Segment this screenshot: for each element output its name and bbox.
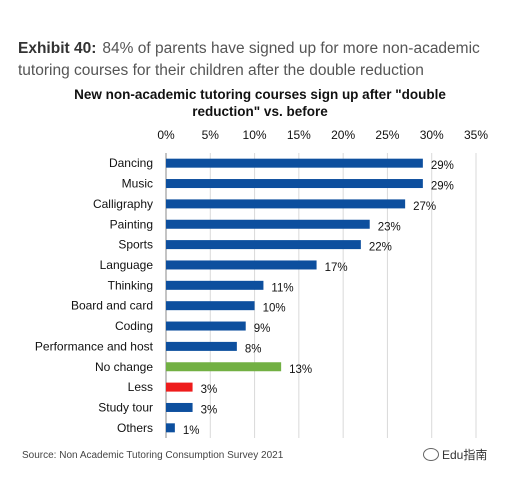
category-label: No change: [95, 360, 153, 374]
bar: [166, 260, 317, 270]
category-label: Language: [100, 258, 154, 272]
x-tick-label: 15%: [287, 128, 311, 142]
x-tick-label: 0%: [157, 128, 175, 142]
category-label: Less: [128, 380, 153, 394]
bar: [166, 402, 193, 412]
exhibit-label: Exhibit 40:: [18, 40, 97, 57]
exhibit-text: 84% of parents have signed up for more n…: [18, 40, 480, 79]
data-label: 22%: [369, 242, 392, 254]
x-tick-label: 10%: [243, 128, 267, 142]
exhibit-caption: Exhibit 40: 84% of parents have signed up…: [18, 38, 498, 82]
bar: [166, 158, 423, 168]
bar: [166, 382, 193, 392]
data-label: 3%: [201, 384, 218, 396]
x-tick-label: 20%: [331, 128, 355, 142]
data-label: 10%: [263, 303, 286, 315]
category-label: Thinking: [108, 278, 153, 292]
bar: [166, 199, 406, 209]
category-label: Others: [117, 421, 153, 435]
watermark-text: Edu指南: [442, 448, 488, 462]
bar: [166, 423, 175, 433]
data-label: 8%: [245, 343, 262, 355]
category-label: Sports: [118, 238, 153, 252]
data-label: 17%: [325, 262, 348, 274]
category-label: Painting: [110, 217, 153, 231]
data-label: 1%: [183, 425, 200, 437]
bar: [166, 179, 423, 189]
x-tick-label: 35%: [464, 128, 488, 142]
bar: [166, 240, 361, 250]
category-label: Board and card: [71, 299, 153, 313]
data-label: 9%: [254, 323, 271, 335]
chart-title: New non-academic tutoring courses sign u…: [74, 87, 446, 119]
source-note: Source: Non Academic Tutoring Consumptio…: [22, 450, 284, 461]
category-label: Dancing: [109, 156, 153, 170]
data-label: 29%: [431, 160, 454, 172]
data-label: 3%: [201, 404, 218, 416]
data-label: 29%: [431, 181, 454, 193]
bar: [166, 362, 282, 372]
category-label: Music: [122, 177, 153, 191]
x-tick-label: 5%: [202, 128, 220, 142]
data-label: 11%: [271, 282, 293, 294]
bar: [166, 280, 264, 290]
category-label: Performance and host: [35, 339, 154, 353]
data-label: 27%: [413, 201, 436, 213]
wechat-icon: [423, 448, 439, 461]
x-tick-label: 30%: [420, 128, 444, 142]
category-label: Study tour: [98, 400, 153, 414]
bar: [166, 341, 237, 351]
bar: [166, 301, 255, 311]
data-label: 23%: [378, 221, 401, 233]
watermark: Edu指南: [423, 446, 487, 463]
bar: [166, 321, 246, 331]
bar: [166, 219, 370, 229]
category-label: Coding: [115, 319, 153, 333]
x-tick-label: 25%: [375, 128, 399, 142]
data-label: 13%: [289, 364, 312, 376]
category-label: Calligraphy: [93, 197, 153, 211]
